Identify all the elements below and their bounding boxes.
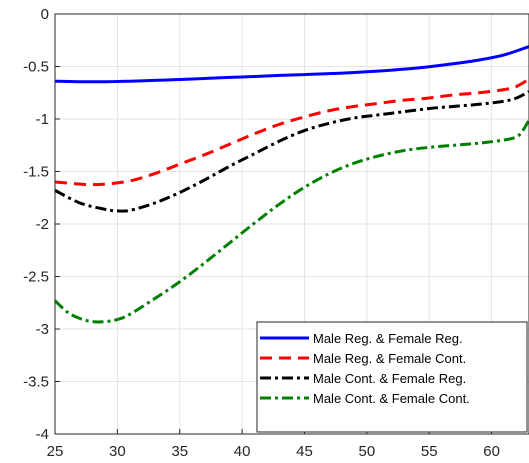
y-tick-label: -3 (36, 321, 49, 338)
y-tick-label: -2 (36, 216, 49, 233)
series-line-2 (55, 77, 529, 187)
legend-label-4: Male Cont. & Female Cont. (313, 391, 470, 406)
y-tick-label: -4 (36, 426, 49, 443)
y-tick-label: -2.5 (23, 269, 49, 286)
x-tick-label: 55 (421, 443, 438, 460)
y-tick-label: -3.5 (23, 374, 49, 391)
legend-label-2: Male Reg. & Female Cont. (313, 351, 466, 366)
legend: Male Reg. & Female Reg. Male Reg. & Femal… (256, 321, 528, 433)
y-tick-label: -0.5 (23, 59, 49, 76)
legend-label-3: Male Cont. & Female Reg. (313, 371, 466, 386)
series-lines (55, 45, 529, 324)
x-tick-label: 40 (234, 443, 251, 460)
legend-label-1: Male Reg. & Female Reg. (313, 331, 463, 346)
series-line-3 (55, 90, 529, 213)
y-tick-label: -1.5 (23, 164, 49, 181)
series-line-4 (55, 119, 529, 324)
x-tick-label: 35 (171, 443, 188, 460)
x-tick-label: 60 (483, 443, 500, 460)
y-tick-label: 0 (41, 6, 49, 23)
x-tick-label: 30 (109, 443, 126, 460)
x-tick-label: 25 (47, 443, 64, 460)
y-tick-label: -1 (36, 111, 49, 128)
axis-ticks: 25 30 35 40 45 50 55 60 0 -0.5 -1 -1.5 -2 -2.5 -3 -3.5 -… (23, 6, 500, 460)
x-tick-label: 45 (296, 443, 313, 460)
series-line-1 (55, 45, 529, 84)
x-tick-label: 50 (358, 443, 375, 460)
legend-box (256, 321, 528, 433)
